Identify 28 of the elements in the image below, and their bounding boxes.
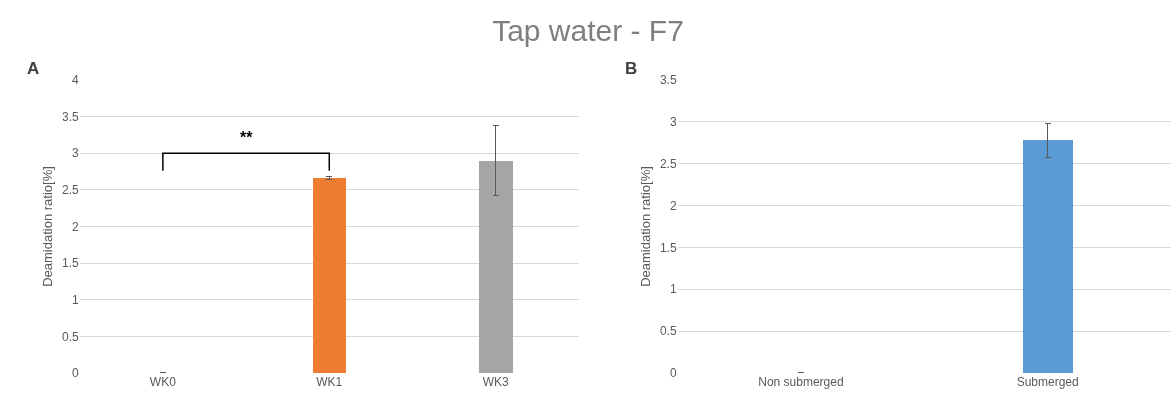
y-tick-label: 1 xyxy=(669,282,677,297)
y-tick-label: 3 xyxy=(71,146,79,161)
y-tick-label: 2.5 xyxy=(659,156,677,171)
y-axis-title: Deamidation ratio[%] xyxy=(637,166,653,287)
text: B xyxy=(625,59,638,78)
y-axis-title: Deamidation ratio[%] xyxy=(39,166,55,287)
y-tick-label: 3 xyxy=(669,115,677,130)
y-tick-label: 0 xyxy=(669,366,677,381)
text: A xyxy=(27,59,40,78)
y-tick-label: 0.5 xyxy=(659,324,677,339)
y-tick-label: 0.5 xyxy=(61,329,79,344)
x-tick-label: WK3 xyxy=(482,375,510,389)
x-tick-label: WK0 xyxy=(149,375,177,389)
y-tick-label: 3.5 xyxy=(61,109,79,124)
y-tick-label: 3.5 xyxy=(659,73,677,88)
y-tick-label: 1.5 xyxy=(61,256,79,271)
chart-title: Tap water - F7 xyxy=(492,14,684,48)
x-tick-label: Submerged xyxy=(1016,375,1079,389)
annotation: ** xyxy=(240,129,254,146)
y-tick-label: 4 xyxy=(71,73,79,88)
x-tick-label: WK1 xyxy=(316,375,343,389)
y-tick-label: 2.5 xyxy=(61,183,79,198)
y-tick-label: 2 xyxy=(669,198,677,213)
y-tick-label: 2 xyxy=(71,219,79,234)
x-tick-label: Non submerged xyxy=(758,375,844,389)
y-tick-label: 1.5 xyxy=(659,240,677,255)
y-tick-label: 1 xyxy=(71,292,79,307)
y-tick-label: 0 xyxy=(71,366,79,381)
